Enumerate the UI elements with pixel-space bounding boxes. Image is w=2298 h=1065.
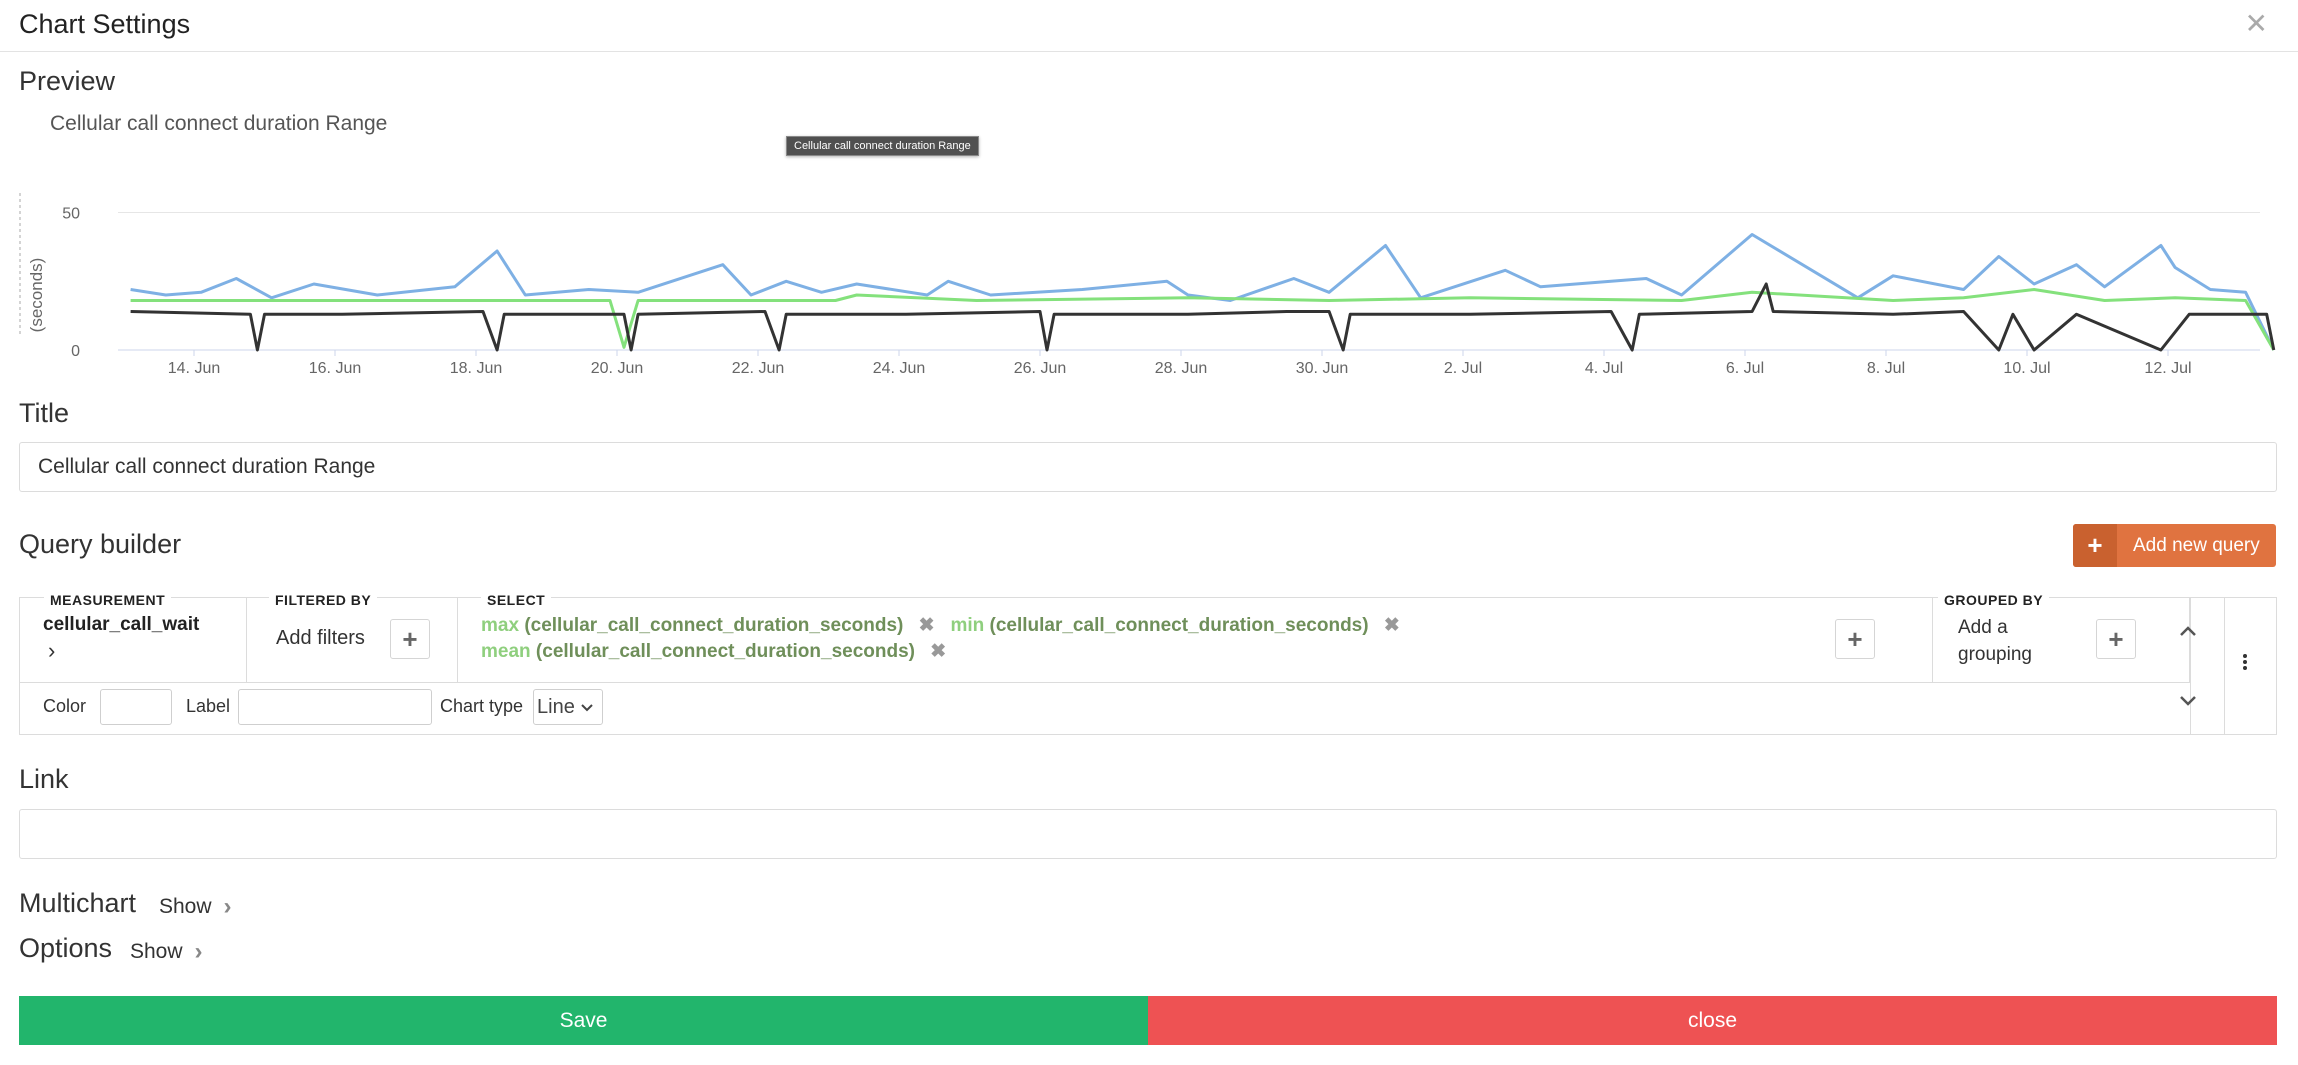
chevron-right-icon: › [223,893,232,920]
chart-type-value: Line [537,695,575,718]
filtered-by-header: FILTERED BY [269,592,378,608]
measurement-value[interactable]: cellular_call_wait [43,614,200,635]
chevron-down-icon[interactable] [2176,688,2200,712]
close-button[interactable]: close [1148,996,2277,1045]
preview-chart: 0 50 (seconds) 14. Jun 16. Jun 18. Jun 20. Jun… [19,193,2276,377]
x-tick-label: 6. Jul [1726,360,1764,377]
select-agg-max: max [481,615,520,636]
options-show-label: Show [130,940,183,963]
grouping-placeholder: Add a grouping [1958,614,2032,668]
chevron-right-icon: › [194,938,203,965]
select-agg-mean: mean [481,641,531,662]
save-button[interactable]: Save [19,996,1148,1045]
select-line-2: mean (cellular_call_connect_duration_sec… [481,640,946,663]
chart-title: Cellular call connect duration Range [50,112,388,135]
x-tick-label: 30. Jun [1296,360,1348,377]
grouping-placeholder-line1: Add a [1958,617,2008,638]
divider [20,682,2190,683]
x-tick-label: 20. Jun [591,360,643,377]
x-tick-label: 8. Jul [1867,360,1905,377]
add-grouping-button[interactable]: + [2096,619,2136,659]
label-label: Label [186,696,231,716]
title-heading: Title [19,398,70,428]
preview-heading: Preview [19,66,116,96]
dialog-header: Chart Settings ✕ [0,0,2298,52]
more-vertical-icon[interactable] [2240,652,2250,672]
y-tick-label: 50 [62,206,80,223]
grouping-placeholder-line2: grouping [1958,644,2032,665]
select-line-1: max (cellular_call_connect_duration_seco… [481,614,1400,637]
select-column [458,598,1933,682]
x-tick-label: 24. Jun [873,360,925,377]
y-axis-label: (seconds) [27,258,46,333]
chart-type-label: Chart type [440,696,524,716]
series-line-1 [130,288,2276,351]
remove-min-icon[interactable]: ✖ [1383,615,1400,636]
remove-mean-icon[interactable]: ✖ [930,641,947,662]
x-tick-label: 4. Jul [1585,360,1623,377]
x-tick-label: 12. Jul [2144,360,2191,377]
x-tick-label: 22. Jun [732,360,784,377]
add-filter-button[interactable]: + [390,619,430,659]
chart-tooltip: Cellular call connect duration Range [786,136,979,156]
y-tick-label: 0 [71,343,80,360]
grouped-by-header: GROUPED BY [1938,592,2050,608]
title-input[interactable] [19,442,2277,492]
x-tick-label: 18. Jun [450,360,502,377]
select-field-max: (cellular_call_connect_duration_seconds) [524,615,904,636]
color-input[interactable] [100,689,172,725]
dialog-title: Chart Settings [19,9,191,39]
plus-icon: + [2073,524,2117,567]
measurement-column [20,598,247,682]
remove-max-icon[interactable]: ✖ [918,615,935,636]
add-new-query-label: Add new query [2133,534,2260,556]
close-icon[interactable]: ✕ [2244,8,2268,39]
add-select-button[interactable]: + [1835,619,1875,659]
chevron-up-icon[interactable] [2176,620,2200,644]
x-tick-label: 14. Jun [168,360,220,377]
query-builder-heading: Query builder [19,529,182,559]
add-new-query-button[interactable]: + Add new query [2073,524,2276,567]
select-field-mean: (cellular_call_connect_duration_seconds) [535,641,915,662]
multichart-show-label: Show [159,895,212,918]
select-agg-min: min [950,615,985,636]
series-line-2 [130,282,2276,352]
select-header: SELECT [481,592,552,608]
x-tick-label: 2. Jul [1444,360,1482,377]
filters-placeholder: Add filters [276,627,365,649]
options-show-toggle[interactable]: Show › [130,938,203,966]
reorder-column [2190,598,2225,734]
series-line-0 [130,233,2276,351]
link-input[interactable] [19,809,2277,859]
chart-type-select[interactable]: Line [533,689,603,725]
x-tick-label: 28. Jun [1155,360,1207,377]
measurement-header: MEASUREMENT [44,592,172,608]
multichart-show-toggle[interactable]: Show › [159,893,232,921]
label-input[interactable] [238,689,432,725]
group-column [1933,598,2190,682]
multichart-heading: Multichart [19,888,137,918]
filter-column [247,598,458,682]
x-tick-label: 16. Jun [309,360,361,377]
x-tick-label: 26. Jun [1014,360,1066,377]
color-label: Color [43,696,87,716]
link-heading: Link [19,764,69,794]
chevron-right-icon[interactable]: › [48,638,56,663]
query-row [19,597,2277,735]
x-tick-label: 10. Jul [2003,360,2050,377]
options-heading: Options [19,933,113,963]
chevron-down-icon [581,704,593,712]
select-field-min: (cellular_call_connect_duration_seconds) [989,615,1369,636]
